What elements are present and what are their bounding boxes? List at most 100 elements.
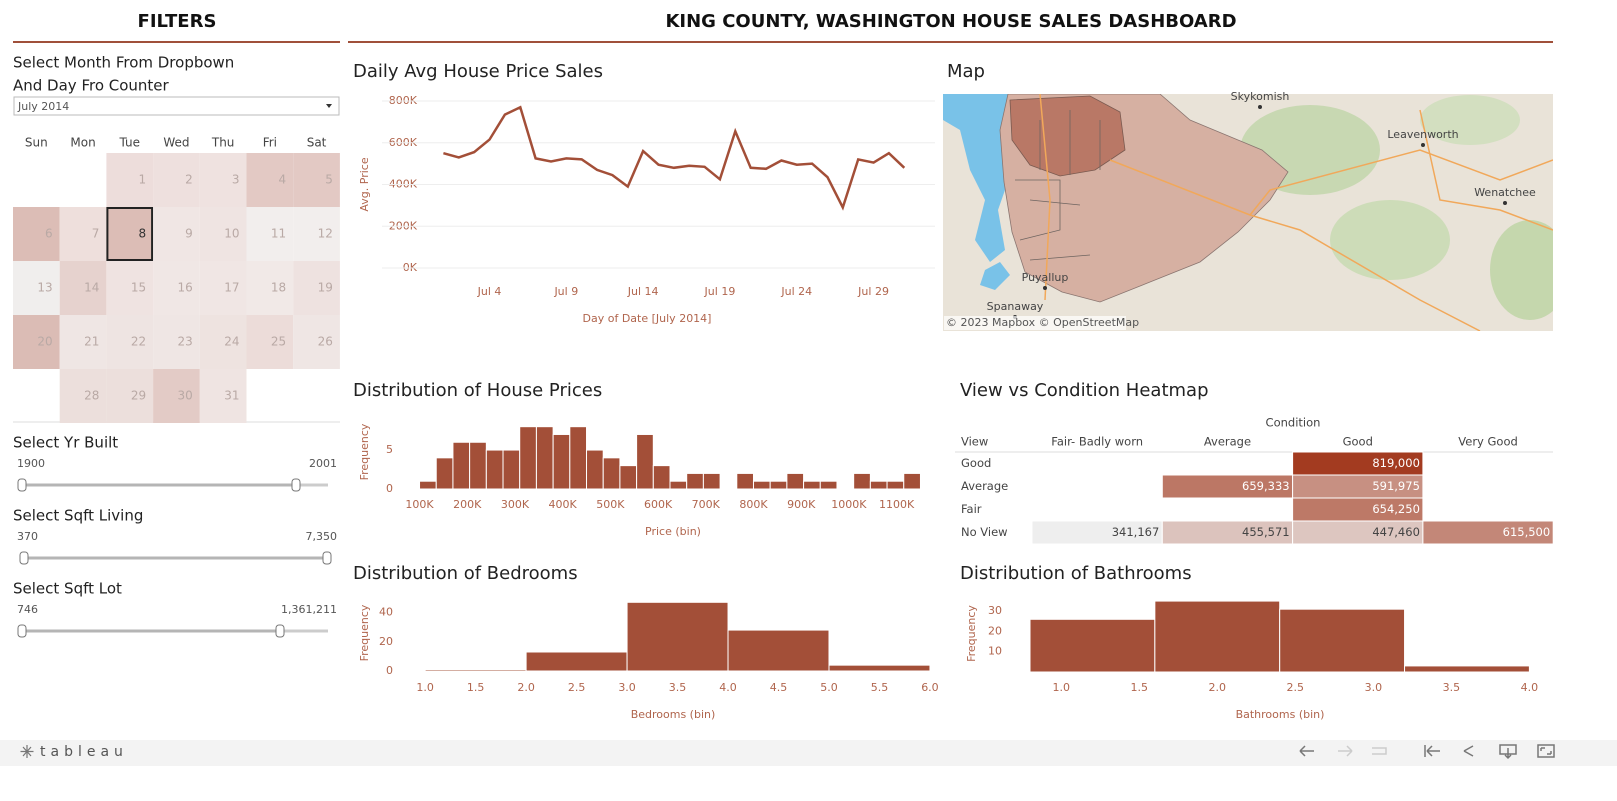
instruction: And Day Fro Counter xyxy=(13,77,170,95)
day-number[interactable]: 18 xyxy=(271,281,286,295)
month-dropdown[interactable]: July 2014 xyxy=(13,96,340,116)
day-number[interactable]: 31 xyxy=(224,389,239,403)
calendar-day[interactable] xyxy=(106,207,154,261)
slider-handle[interactable] xyxy=(17,478,27,492)
day-number[interactable]: 28 xyxy=(84,389,99,403)
calendar-day[interactable] xyxy=(106,315,154,369)
selected-day[interactable] xyxy=(106,207,154,261)
dropdown-value[interactable]: July 2014 xyxy=(17,100,69,113)
revert-button[interactable] xyxy=(1372,747,1387,755)
day-number[interactable]: 24 xyxy=(224,335,239,349)
calendar-day[interactable] xyxy=(246,261,294,315)
day-number[interactable]: 1 xyxy=(138,173,146,187)
day-number[interactable]: 14 xyxy=(84,281,99,295)
download-button[interactable] xyxy=(1499,744,1517,760)
cell-label: 455,571 xyxy=(1242,525,1290,539)
slider-handle[interactable] xyxy=(19,551,29,565)
calendar-day[interactable] xyxy=(293,153,340,207)
day-number[interactable]: 22 xyxy=(131,335,146,349)
x-tick-label: 700K xyxy=(692,498,721,511)
day-number[interactable]: 7 xyxy=(92,227,100,241)
day-number[interactable]: 4 xyxy=(279,173,287,187)
sliders[interactable] xyxy=(17,478,332,638)
calendar-day[interactable] xyxy=(199,369,247,423)
day-number[interactable]: 19 xyxy=(318,281,333,295)
calendar-day[interactable] xyxy=(153,369,200,423)
calendar-day[interactable] xyxy=(293,261,340,315)
cell-label: 659,333 xyxy=(1242,479,1290,493)
dropdown-arrow[interactable] xyxy=(326,104,332,108)
slider-handle[interactable] xyxy=(17,624,27,638)
day-number[interactable]: 21 xyxy=(84,335,99,349)
calendar-day[interactable] xyxy=(246,315,294,369)
bar xyxy=(886,480,905,490)
day-number[interactable]: 3 xyxy=(232,173,240,187)
x-tick-label: 2.0 xyxy=(517,681,535,694)
day-number[interactable]: 8 xyxy=(138,227,146,241)
calendar-day[interactable] xyxy=(106,369,154,423)
calendar-day[interactable] xyxy=(199,261,247,315)
day-number[interactable]: 16 xyxy=(178,281,193,295)
calendar-day[interactable] xyxy=(293,315,340,369)
x-axis-title: Bathrooms (bin) xyxy=(1236,708,1325,721)
toolbar-buttons[interactable] xyxy=(1299,744,1555,760)
day-number[interactable]: 23 xyxy=(178,335,193,349)
day-number[interactable]: 29 xyxy=(131,389,146,403)
place-label: Wenatchee xyxy=(1474,186,1536,199)
redo-button[interactable] xyxy=(1338,745,1353,757)
calendar-day[interactable] xyxy=(106,261,154,315)
bar xyxy=(819,480,838,490)
fullscreen-button[interactable] xyxy=(1537,744,1555,758)
undo-button[interactable] xyxy=(1299,745,1314,757)
calendar-day[interactable] xyxy=(59,261,107,315)
calendar-day[interactable] xyxy=(106,153,154,207)
day-number[interactable]: 6 xyxy=(45,227,53,241)
x-axis-title: Price (bin) xyxy=(645,525,701,538)
calendar-day[interactable] xyxy=(13,315,60,369)
day-number[interactable]: 2 xyxy=(185,173,193,187)
calendar-day[interactable] xyxy=(246,207,294,261)
day-number[interactable]: 20 xyxy=(37,335,52,349)
x-tick-label: 3.0 xyxy=(1365,681,1383,694)
day-number[interactable]: 5 xyxy=(325,173,333,187)
calendar-day[interactable] xyxy=(59,207,107,261)
day-number[interactable]: 10 xyxy=(224,227,239,241)
slider-min: 746 xyxy=(17,603,38,616)
day-number[interactable]: 25 xyxy=(271,335,286,349)
dropdown-box[interactable] xyxy=(13,96,340,116)
slider-handle[interactable] xyxy=(275,624,285,638)
calendar-day[interactable] xyxy=(199,153,247,207)
day-number[interactable]: 17 xyxy=(224,281,239,295)
calendar-day[interactable] xyxy=(293,207,340,261)
place-dot xyxy=(1503,201,1507,205)
day-number[interactable]: 9 xyxy=(185,227,193,241)
calendar-day[interactable] xyxy=(59,369,107,423)
map[interactable] xyxy=(943,94,1570,331)
day-number[interactable]: 11 xyxy=(271,227,286,241)
reset-button[interactable] xyxy=(1424,745,1440,757)
calendar-day[interactable] xyxy=(13,261,60,315)
x-tick-label: 1.0 xyxy=(1052,681,1070,694)
calendar-day[interactable] xyxy=(199,315,247,369)
toolbar xyxy=(0,740,1617,766)
tableau-icon xyxy=(20,745,34,758)
chart-title: Map xyxy=(947,61,985,82)
calendar-day[interactable] xyxy=(13,207,60,261)
bar xyxy=(752,480,771,490)
calendar-day[interactable] xyxy=(246,153,294,207)
calendar-day[interactable] xyxy=(199,207,247,261)
slider-handle[interactable] xyxy=(291,478,301,492)
share-button[interactable] xyxy=(1463,745,1474,757)
calendar-day[interactable] xyxy=(153,207,200,261)
bar xyxy=(1154,600,1281,673)
calendar-day[interactable] xyxy=(153,261,200,315)
day-number[interactable]: 12 xyxy=(318,227,333,241)
day-number[interactable]: 30 xyxy=(178,389,193,403)
slider-handle[interactable] xyxy=(322,551,332,565)
calendar-day[interactable] xyxy=(59,315,107,369)
day-number[interactable]: 15 xyxy=(131,281,146,295)
calendar-day[interactable] xyxy=(153,153,200,207)
calendar-day[interactable] xyxy=(153,315,200,369)
day-number[interactable]: 26 xyxy=(318,335,333,349)
day-number[interactable]: 13 xyxy=(37,281,52,295)
